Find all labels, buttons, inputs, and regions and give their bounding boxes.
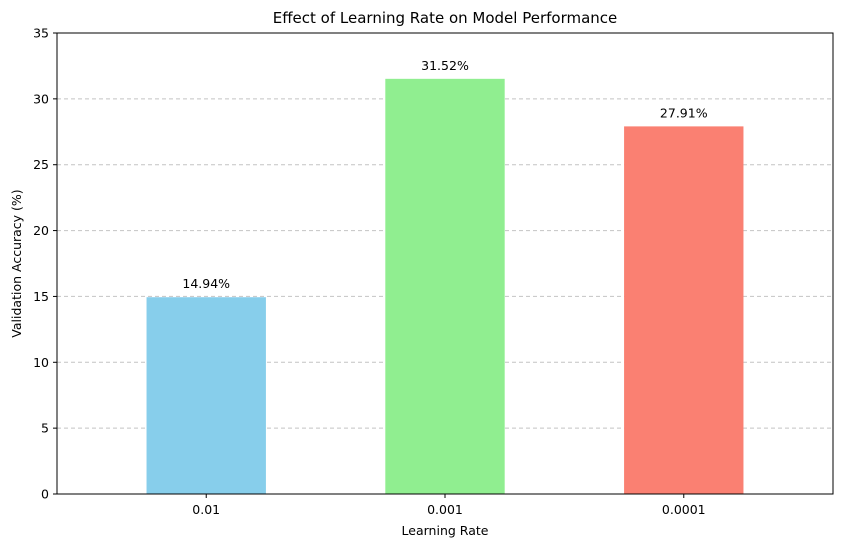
x-axis-label: Learning Rate	[402, 523, 489, 538]
y-tick-label: 25	[33, 157, 49, 172]
y-tick-label: 15	[33, 289, 49, 304]
y-tick-label: 5	[41, 421, 49, 436]
data-label-0.001: 31.52%	[421, 58, 469, 73]
data-label-0.01: 14.94%	[182, 276, 230, 291]
data-labels: 14.94% 31.52% 27.91%	[182, 58, 707, 291]
y-tick-label: 0	[41, 487, 49, 502]
chart-title: Effect of Learning Rate on Model Perform…	[273, 9, 618, 27]
bars	[146, 78, 744, 494]
y-tick-label: 35	[33, 26, 49, 41]
bar-0.001	[385, 78, 505, 494]
bar-0.0001	[624, 126, 744, 494]
y-tick-label: 10	[33, 355, 49, 370]
y-axis-label: Validation Accuracy (%)	[9, 189, 24, 337]
y-axis-ticks: 0 5 10 15 20 25 30 35	[33, 26, 57, 502]
x-tick-label: 0.0001	[662, 502, 706, 517]
y-tick-label: 20	[33, 223, 49, 238]
data-label-0.0001: 27.91%	[660, 105, 708, 120]
y-tick-label: 30	[33, 91, 49, 106]
x-axis-ticks: 0.01 0.001 0.0001	[192, 494, 706, 517]
bar-0.01	[146, 297, 266, 494]
x-tick-label: 0.01	[192, 502, 220, 517]
x-tick-label: 0.001	[427, 502, 463, 517]
